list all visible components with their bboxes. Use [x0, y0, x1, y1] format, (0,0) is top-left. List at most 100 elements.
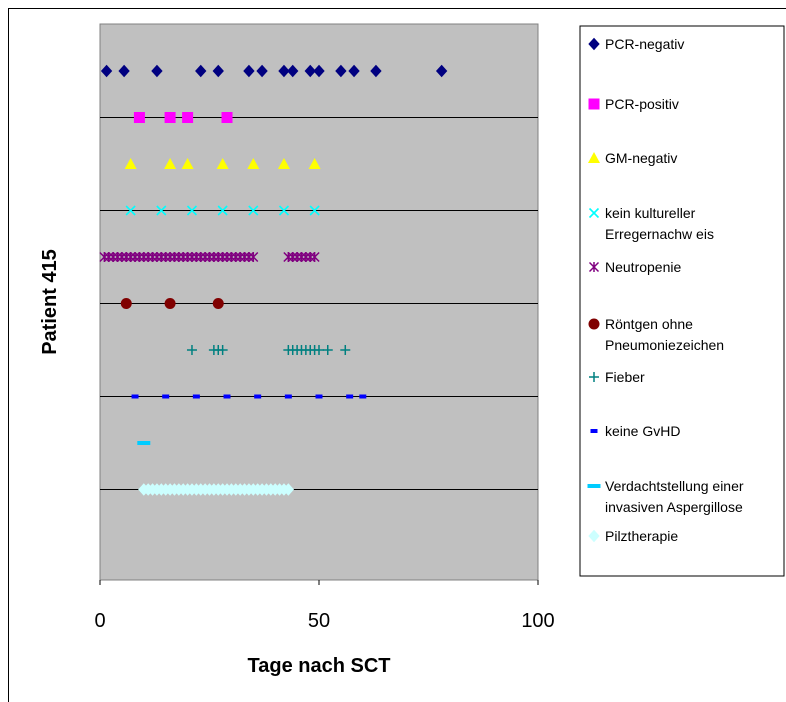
data-point — [309, 251, 320, 263]
data-point — [162, 394, 170, 399]
data-point — [243, 64, 255, 78]
data-point — [284, 394, 292, 399]
series-9 — [137, 441, 151, 445]
legend-entry: Röntgen ohne Pneumoniezeichen — [588, 316, 724, 353]
data-point — [181, 158, 194, 169]
legend-label: Neutropenie — [605, 259, 681, 275]
data-point — [313, 64, 325, 78]
data-point — [309, 205, 320, 216]
x-tick-label: 0 — [94, 610, 105, 632]
data-point — [137, 441, 151, 445]
data-point — [359, 394, 367, 399]
series-4 — [125, 205, 320, 216]
legend-marker — [588, 37, 600, 51]
data-point — [278, 64, 290, 78]
series-6 — [120, 298, 224, 309]
data-point — [131, 394, 139, 399]
data-point — [287, 64, 299, 78]
series-3 — [124, 158, 321, 169]
data-point — [322, 345, 333, 355]
data-point — [348, 64, 360, 78]
series-2 — [133, 112, 233, 123]
legend-entry: keine GvHD — [590, 423, 680, 439]
legend-label: PCR-negativ — [605, 36, 684, 52]
data-point — [192, 394, 200, 399]
legend-entry: GM-negativ — [588, 150, 677, 166]
data-point — [248, 205, 259, 216]
data-point — [308, 158, 321, 169]
data-point — [164, 298, 176, 309]
legend-entry: PCR-negativ — [588, 36, 684, 52]
data-point — [156, 205, 167, 216]
data-point — [120, 298, 132, 309]
legend-marker — [588, 318, 600, 330]
legend-label: Verdachtstellung einer invasiven Aspergil… — [605, 478, 744, 515]
series-5 — [99, 251, 320, 263]
legend-entry: Fieber — [589, 369, 645, 385]
data-point — [223, 394, 231, 399]
legend-marker — [588, 152, 600, 163]
data-marks — [99, 64, 448, 496]
legend-label: Fieber — [605, 369, 645, 385]
data-point — [247, 158, 260, 169]
data-point — [221, 112, 233, 123]
series-8 — [131, 394, 367, 399]
x-axis-label: Tage nach SCT — [248, 655, 391, 677]
data-point — [248, 251, 259, 263]
legend-entry: PCR-positiv — [588, 96, 679, 112]
data-point — [216, 158, 229, 169]
data-point — [278, 205, 290, 216]
y-axis-label: Patient 415 — [39, 249, 61, 355]
data-point — [164, 158, 177, 169]
legend-label: kein kultureller Erregernachw eis — [605, 205, 714, 242]
legend-entry: kein kultureller Erregernachw eis — [588, 205, 714, 242]
data-point — [335, 64, 347, 78]
x-axis-ticks: 0 50 100 — [94, 580, 555, 632]
legend-entry: Verdachtstellung einer invasiven Aspergil… — [587, 478, 744, 515]
data-point — [217, 205, 228, 216]
x-tick-label: 50 — [308, 610, 330, 632]
data-point — [277, 158, 290, 169]
data-point — [186, 345, 197, 355]
legend-entry: Pilztherapie — [588, 528, 678, 544]
data-point — [212, 298, 224, 309]
data-point — [346, 394, 354, 399]
data-point — [124, 158, 137, 169]
legend-marker — [590, 429, 598, 433]
data-point — [164, 112, 176, 123]
data-point — [133, 112, 145, 123]
data-point — [254, 394, 262, 399]
legend-marker — [587, 484, 601, 488]
data-point — [182, 112, 194, 123]
legend-label: PCR-positiv — [605, 96, 679, 112]
data-point — [340, 345, 351, 355]
legend-label: GM-negativ — [605, 150, 677, 166]
data-point — [370, 64, 382, 78]
data-point — [217, 345, 228, 355]
data-point — [282, 483, 295, 496]
data-point — [315, 394, 323, 399]
data-point — [314, 345, 324, 355]
legend — [579, 25, 785, 577]
legend-label: Röntgen ohne Pneumoniezeichen — [605, 316, 724, 353]
data-point — [304, 64, 316, 78]
data-point — [125, 205, 136, 216]
data-point — [212, 64, 224, 78]
data-point — [151, 64, 163, 78]
legend-marker — [589, 372, 599, 382]
legend-marker — [588, 529, 600, 543]
data-point — [195, 64, 207, 78]
legend-marker — [588, 98, 600, 110]
legend-items: PCR-negativ PCR-positiv GM-negativ kein kul… — [587, 36, 744, 544]
x-tick-label: 100 — [521, 610, 554, 632]
legend-marker — [588, 261, 600, 273]
legend-marker — [588, 207, 600, 219]
legend-label: keine GvHD — [605, 423, 680, 439]
data-point — [256, 64, 268, 78]
series-1 — [100, 64, 448, 78]
data-point — [100, 64, 113, 78]
chart-frame — [8, 8, 786, 702]
legend-entry: Neutropenie — [588, 259, 681, 275]
series-7 — [186, 345, 351, 355]
